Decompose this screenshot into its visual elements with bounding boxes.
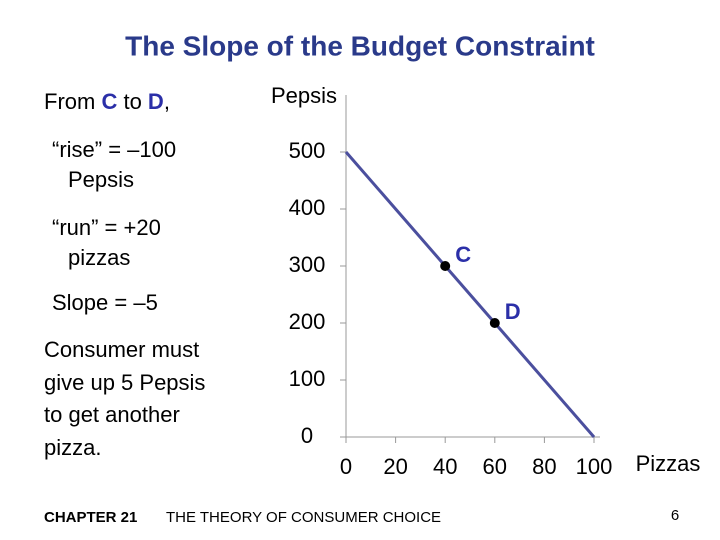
y-tick-label: 300 [289,252,326,277]
intro-part: From [44,89,101,114]
point [440,261,451,271]
x-tick-label: 40 [433,454,457,479]
y-tick-label: 200 [289,309,326,334]
x-tick-label: 80 [532,454,556,479]
x-tick-label: 20 [383,454,407,479]
y-tick-label: 400 [289,195,326,220]
y-tick-label: 500 [289,138,326,163]
page-number: 6 [671,507,679,524]
y-tick-label: 100 [289,366,326,391]
intro-part: D [148,89,164,114]
chapter-title: THE THEORY OF CONSUMER CHOICE [166,509,441,526]
rise-text: “rise” = –100 [52,137,176,162]
point-label: C [455,242,471,267]
x-axis-label: Pizzas [636,451,701,476]
conclusion-text: pizza. [44,435,101,460]
x-tick-label: 60 [483,454,507,479]
conclusion-text: to get another [44,402,180,427]
budget-line [344,151,596,438]
y-tick-label: 0 [301,423,313,448]
x-tick-label: 0 [340,454,352,479]
intro: From C to D, [44,89,170,114]
intro-part: to [117,89,148,114]
point [489,318,500,328]
run-text: “run” = +20 [52,215,161,240]
rise-text: Pepsis [68,167,134,192]
y-axis-label: Pepsis [271,83,337,108]
intro-part: C [101,89,117,114]
chapter: CHAPTER 21 [44,509,137,526]
conclusion-text: Consumer must [44,337,199,362]
x-tick-label: 100 [576,454,613,479]
title: The Slope of the Budget Constraint [125,30,595,61]
point-label: D [505,299,521,324]
conclusion-text: give up 5 Pepsis [44,370,205,395]
slope-text: Slope = –5 [52,290,158,315]
run-text: pizzas [68,245,130,270]
intro-part: , [164,89,170,114]
